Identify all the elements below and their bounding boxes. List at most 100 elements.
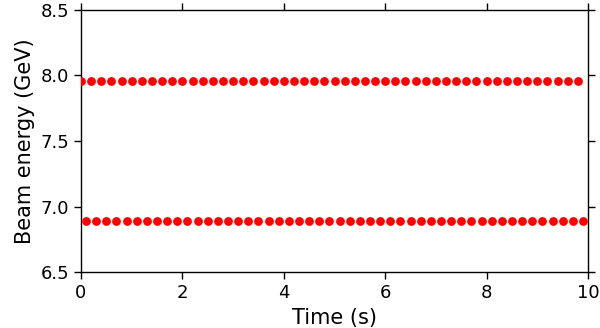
Point	[223, 218, 233, 224]
Point	[320, 78, 329, 83]
Point	[122, 218, 131, 224]
Point	[314, 218, 324, 224]
Point	[127, 78, 137, 83]
Point	[421, 78, 431, 83]
Point	[137, 78, 146, 83]
Point	[147, 78, 157, 83]
Point	[248, 78, 258, 83]
Point	[178, 78, 187, 83]
Point	[182, 218, 192, 224]
Point	[426, 218, 436, 224]
Point	[238, 78, 248, 83]
Point	[193, 218, 202, 224]
Point	[107, 78, 116, 83]
Point	[472, 78, 481, 83]
Point	[97, 78, 106, 83]
Point	[436, 218, 446, 224]
Point	[578, 218, 588, 224]
Point	[229, 78, 238, 83]
Point	[370, 78, 380, 83]
Point	[497, 218, 506, 224]
Point	[563, 78, 572, 83]
Point	[264, 218, 274, 224]
Point	[553, 78, 562, 83]
Point	[335, 218, 344, 224]
Point	[325, 218, 334, 224]
Point	[487, 218, 496, 224]
Point	[188, 78, 197, 83]
Y-axis label: Beam energy (GeV): Beam energy (GeV)	[15, 38, 35, 244]
Point	[86, 78, 96, 83]
Point	[299, 78, 309, 83]
Point	[279, 78, 289, 83]
Point	[284, 218, 293, 224]
Point	[208, 78, 218, 83]
Point	[157, 78, 167, 83]
Point	[507, 218, 517, 224]
Point	[502, 78, 512, 83]
Point	[467, 218, 476, 224]
Point	[198, 78, 208, 83]
Point	[259, 78, 268, 83]
Point	[173, 218, 182, 224]
Point	[391, 78, 400, 83]
Point	[269, 78, 278, 83]
Point	[213, 218, 223, 224]
Point	[304, 218, 314, 224]
Point	[461, 78, 471, 83]
Point	[360, 78, 370, 83]
Point	[385, 218, 395, 224]
Point	[411, 78, 421, 83]
Point	[244, 218, 253, 224]
Point	[167, 78, 177, 83]
Point	[416, 218, 425, 224]
Point	[451, 78, 461, 83]
Point	[441, 78, 451, 83]
Point	[163, 218, 172, 224]
Point	[101, 218, 111, 224]
Point	[406, 218, 415, 224]
Point	[218, 78, 228, 83]
Point	[117, 78, 127, 83]
Point	[477, 218, 487, 224]
Point	[340, 78, 349, 83]
Point	[548, 218, 557, 224]
Point	[233, 218, 243, 224]
Point	[395, 218, 405, 224]
Point	[573, 78, 583, 83]
Point	[330, 78, 340, 83]
Point	[533, 78, 542, 83]
Point	[431, 78, 441, 83]
Point	[538, 218, 547, 224]
Point	[355, 218, 365, 224]
X-axis label: Time (s): Time (s)	[292, 308, 377, 328]
Point	[492, 78, 502, 83]
Point	[345, 218, 355, 224]
Point	[76, 78, 86, 83]
Point	[91, 218, 101, 224]
Point	[254, 218, 263, 224]
Point	[512, 78, 522, 83]
Point	[289, 78, 299, 83]
Point	[482, 78, 491, 83]
Point	[446, 218, 456, 224]
Point	[152, 218, 162, 224]
Point	[401, 78, 410, 83]
Point	[203, 218, 212, 224]
Point	[380, 78, 390, 83]
Point	[365, 218, 375, 224]
Point	[294, 218, 304, 224]
Point	[457, 218, 466, 224]
Point	[310, 78, 319, 83]
Point	[517, 218, 527, 224]
Point	[274, 218, 284, 224]
Point	[132, 218, 142, 224]
Point	[350, 78, 359, 83]
Point	[523, 78, 532, 83]
Point	[81, 218, 91, 224]
Point	[542, 78, 552, 83]
Point	[376, 218, 385, 224]
Point	[568, 218, 578, 224]
Point	[558, 218, 568, 224]
Point	[142, 218, 152, 224]
